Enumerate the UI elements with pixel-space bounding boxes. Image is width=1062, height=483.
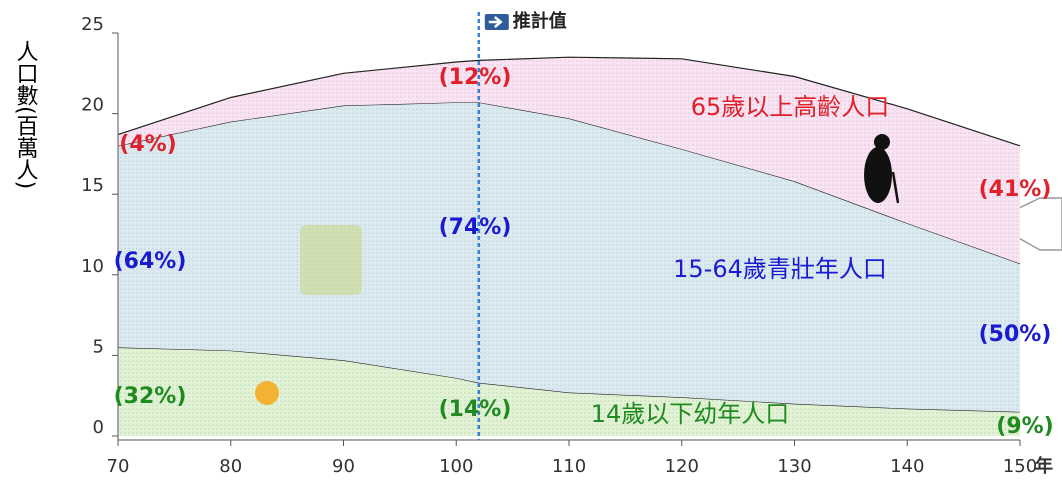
y-tick-label: 0 — [93, 417, 104, 438]
series-label: 14歲以下幼年人口 — [591, 400, 790, 428]
x-tick-label: 130 — [777, 456, 811, 477]
projection-label: 推計值 — [513, 10, 567, 32]
projection-arrow — [488, 16, 503, 28]
icon-adults — [300, 225, 362, 295]
y-tick-label: 10 — [81, 256, 104, 277]
percent-label: (64%) — [114, 249, 187, 274]
icon-child — [255, 381, 279, 405]
percent-label: (9%) — [996, 414, 1053, 439]
percent-label: (14%) — [439, 397, 512, 422]
area-edge — [117, 56, 1021, 147]
area-texture — [118, 347, 1020, 436]
percent-label: (12%) — [439, 65, 512, 90]
icon-elder-head — [874, 134, 890, 150]
percent-label: (4%) — [119, 132, 176, 157]
icon-elder — [864, 147, 892, 203]
callout — [988, 197, 1062, 251]
percent-label: (50%) — [979, 322, 1052, 347]
percent-label: (74%) — [439, 215, 512, 240]
y-tick-label: 5 — [93, 336, 104, 357]
series-label: 65歲以上高齡人口 — [691, 93, 890, 121]
x-tick-label: 110 — [552, 456, 586, 477]
x-tick-label: 70 — [107, 456, 130, 477]
percent-label: (32%) — [114, 384, 187, 409]
x-tick-label: 90 — [332, 456, 355, 477]
x-tick-label: 100 — [439, 456, 473, 477]
x-tick-label: 80 — [219, 456, 242, 477]
percent-label: (41%) — [979, 177, 1052, 202]
y-tick-label: 25 — [81, 14, 104, 35]
y-tick-label: 15 — [81, 175, 104, 196]
area-texture — [118, 57, 1020, 264]
area-texture — [118, 102, 1020, 412]
series-label: 15-64歲青壯年人口 — [673, 255, 887, 283]
icon-cane — [891, 171, 900, 204]
x-tick-label: 120 — [665, 456, 699, 477]
y-axis-label: 人口數(百萬人) — [13, 40, 39, 189]
x-axis-label: 年 — [1035, 455, 1053, 477]
x-tick-label: 150 — [1003, 456, 1037, 477]
x-tick-label: 140 — [890, 456, 924, 477]
y-tick-label: 20 — [81, 95, 104, 116]
